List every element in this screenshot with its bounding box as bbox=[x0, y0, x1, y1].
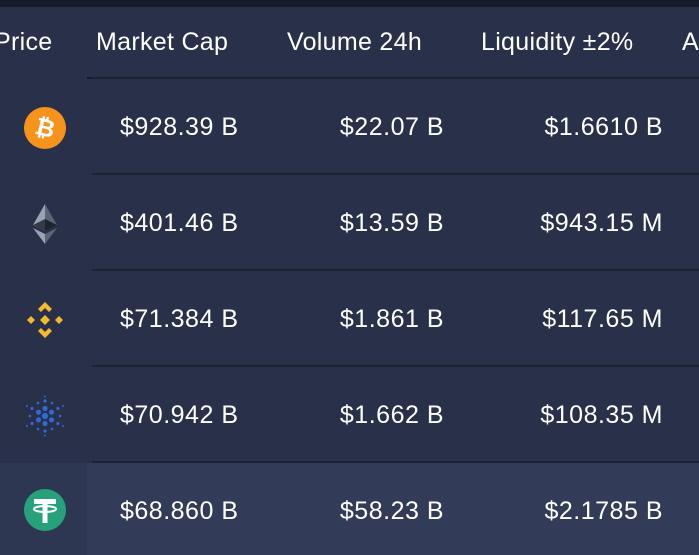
cardano-icon[interactable] bbox=[23, 394, 67, 438]
row-background bbox=[87, 271, 699, 367]
volume-value: $1.861 B bbox=[339, 305, 444, 333]
market-cap-value: $68.860 B bbox=[120, 497, 239, 525]
binance-coin-icon[interactable] bbox=[23, 298, 67, 342]
column-header-next[interactable]: A bbox=[682, 28, 699, 56]
market-cap-value: $401.46 B bbox=[120, 209, 239, 237]
row-divider bbox=[92, 461, 699, 463]
table-row[interactable]: ₿ $928.39 B $22.07 B $1.6610 B bbox=[0, 79, 699, 175]
ethereum-icon[interactable] bbox=[23, 202, 67, 246]
top-strip bbox=[0, 0, 699, 7]
row-background bbox=[87, 463, 699, 555]
row-background bbox=[87, 79, 699, 175]
table-row[interactable]: $70.942 B $1.662 B $108.35 M bbox=[0, 367, 699, 463]
bitcoin-icon[interactable]: ₿ bbox=[23, 106, 67, 150]
volume-value: $58.23 B bbox=[339, 497, 444, 525]
table-row[interactable]: $71.384 B $1.861 B $117.65 M bbox=[0, 271, 699, 367]
row-divider bbox=[92, 173, 699, 175]
column-header-volume-24h[interactable]: Volume 24h bbox=[287, 28, 423, 56]
column-header-price[interactable]: Price bbox=[0, 28, 53, 56]
market-cap-value: $928.39 B bbox=[120, 113, 239, 141]
market-cap-value: $70.942 B bbox=[120, 401, 239, 429]
liquidity-value: $2.1785 B bbox=[544, 497, 663, 525]
row-divider bbox=[92, 365, 699, 367]
column-header-liquidity[interactable]: Liquidity ±2% bbox=[481, 28, 634, 56]
volume-value: $22.07 B bbox=[339, 113, 444, 141]
liquidity-value: $1.6610 B bbox=[544, 113, 663, 141]
liquidity-value: $943.15 M bbox=[540, 209, 663, 237]
liquidity-value: $108.35 M bbox=[540, 401, 663, 429]
liquidity-value: $117.65 M bbox=[542, 305, 663, 333]
column-header-market-cap[interactable]: Market Cap bbox=[96, 28, 229, 56]
volume-value: $13.59 B bbox=[339, 209, 444, 237]
market-cap-value: $71.384 B bbox=[120, 305, 239, 333]
row-background bbox=[87, 367, 699, 463]
row-background bbox=[87, 175, 699, 271]
volume-value: $1.662 B bbox=[339, 401, 444, 429]
table-row[interactable]: $68.860 B $58.23 B $2.1785 B bbox=[0, 463, 699, 555]
table-header: Price Market Cap Volume 24h Liquidity ±2… bbox=[0, 7, 699, 77]
row-divider bbox=[92, 269, 699, 271]
tether-icon[interactable] bbox=[23, 488, 67, 532]
table-row[interactable]: $401.46 B $13.59 B $943.15 M bbox=[0, 175, 699, 271]
